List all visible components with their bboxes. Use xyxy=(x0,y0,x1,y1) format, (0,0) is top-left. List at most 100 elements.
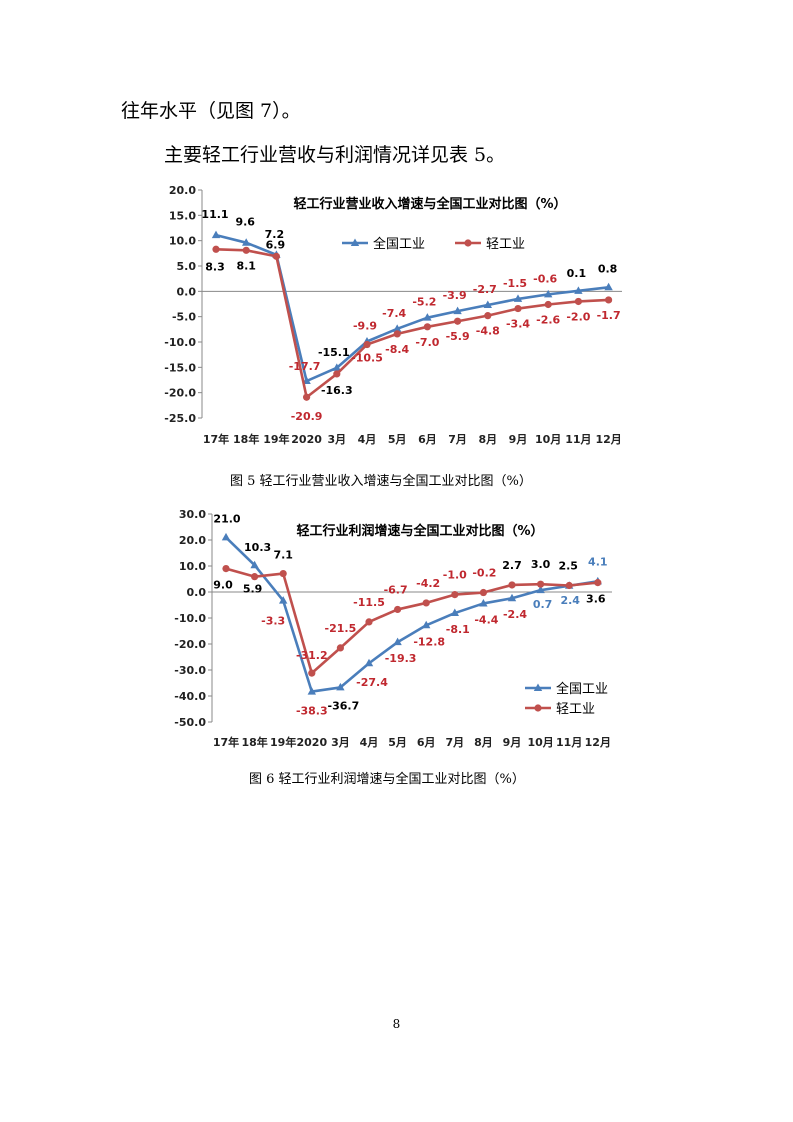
data-point xyxy=(544,289,553,298)
data-point xyxy=(242,238,251,246)
data-point xyxy=(508,581,516,589)
y-tick-label: -30.0 xyxy=(174,664,206,677)
y-tick-label: -50.0 xyxy=(174,716,206,729)
x-tick-label: 18年 xyxy=(233,432,259,446)
data-label: -5.2 xyxy=(412,296,436,309)
data-label: -4.4 xyxy=(474,613,498,626)
x-tick-label: 12月 xyxy=(595,433,621,446)
x-tick-label: 12月 xyxy=(585,736,611,749)
data-label: 21.0 xyxy=(213,512,240,525)
data-label: -15.1 xyxy=(318,346,350,359)
x-tick-label: 11月 xyxy=(556,736,582,749)
data-point xyxy=(336,644,344,652)
x-tick-label: 10月 xyxy=(527,736,553,749)
x-tick-label: 19年 xyxy=(270,735,296,749)
data-point xyxy=(514,304,522,313)
data-label: 10.3 xyxy=(244,541,271,554)
data-label: -2.0 xyxy=(566,310,590,323)
legend-marker xyxy=(534,704,542,712)
figure-6-caption: 图 6 轻工行业利润增速与全国工业对比图（%） xyxy=(249,772,525,787)
data-point xyxy=(423,323,431,331)
data-point xyxy=(333,370,341,378)
data-label: 9.0 xyxy=(213,579,233,592)
y-tick-label: -15.0 xyxy=(164,361,196,374)
data-point xyxy=(513,294,523,302)
data-point xyxy=(507,593,517,602)
x-tick-label: 2020 xyxy=(291,433,322,446)
data-point xyxy=(336,682,345,691)
x-tick-label: 7月 xyxy=(448,433,467,446)
data-point xyxy=(454,317,462,325)
data-point xyxy=(479,588,487,597)
data-point xyxy=(363,340,371,349)
data-point xyxy=(453,306,462,315)
x-tick-label: 5月 xyxy=(388,433,407,446)
data-label: -1.5 xyxy=(503,277,527,290)
data-label: 8.3 xyxy=(205,260,225,273)
data-point xyxy=(211,230,221,239)
chart-title: 轻工行业营业收入增速与全国工业对比图（%） xyxy=(293,196,566,212)
data-label: -3.3 xyxy=(261,615,285,628)
x-tick-label: 11月 xyxy=(565,433,591,446)
series-line-light xyxy=(225,567,598,675)
series-line-light xyxy=(215,247,609,399)
figure-5-caption: 图 5 轻工行业营业收入增速与全国工业对比图（%） xyxy=(230,474,532,489)
data-label: -10.5 xyxy=(351,352,383,365)
x-tick-label: 6月 xyxy=(417,736,436,749)
page-number: 8 xyxy=(392,1017,401,1031)
x-tick-label: 18年 xyxy=(241,735,267,749)
data-label: -27.4 xyxy=(356,676,388,689)
x-tick-label: 8月 xyxy=(474,736,493,749)
legend-label: 全国工业 xyxy=(373,236,425,252)
x-tick-label: 17年 xyxy=(213,735,239,749)
data-label: -5.9 xyxy=(446,330,470,343)
y-tick-label: 10.0 xyxy=(179,560,206,573)
data-label: 0.7 xyxy=(533,598,553,611)
data-label: -4.2 xyxy=(416,577,440,590)
data-label: -1.7 xyxy=(597,309,621,322)
paragraph-line-2: 主要轻工行业营收与利润情况详见表 5。 xyxy=(164,144,506,166)
y-tick-label: 15.0 xyxy=(169,209,196,222)
paragraph-line-1: 往年水平（见图 7）。 xyxy=(121,100,301,122)
data-label: -20.9 xyxy=(291,410,323,423)
y-tick-label: -10.0 xyxy=(164,336,196,349)
data-label: -21.5 xyxy=(325,622,357,635)
y-tick-label: 10.0 xyxy=(169,235,196,248)
data-point xyxy=(393,324,402,332)
x-tick-label: 3月 xyxy=(331,736,350,749)
x-tick-label: 2020 xyxy=(296,736,327,749)
data-point xyxy=(450,608,459,617)
data-label: 2.7 xyxy=(502,559,522,572)
y-tick-label: -5.0 xyxy=(172,311,196,324)
y-tick-label: -40.0 xyxy=(174,690,206,703)
data-label: 8.1 xyxy=(236,259,256,272)
data-point xyxy=(393,330,401,338)
data-point xyxy=(451,591,459,599)
x-tick-label: 10月 xyxy=(535,433,561,446)
legend-label: 全国工业 xyxy=(556,681,608,697)
y-tick-label: -20.0 xyxy=(174,638,206,651)
data-label: -3.9 xyxy=(443,289,467,302)
data-label: -4.8 xyxy=(476,325,500,338)
data-point xyxy=(242,246,250,254)
data-point xyxy=(365,618,373,626)
x-tick-label: 9月 xyxy=(509,433,528,446)
x-tick-label: 19年 xyxy=(263,432,289,446)
y-tick-label: 5.0 xyxy=(177,260,197,273)
data-label: -8.4 xyxy=(385,343,409,356)
y-tick-label: -20.0 xyxy=(164,387,196,400)
x-tick-label: 9月 xyxy=(503,736,522,749)
data-label: -31.2 xyxy=(296,649,328,662)
data-point xyxy=(332,363,341,371)
x-tick-label: 6月 xyxy=(418,433,437,446)
data-point xyxy=(222,565,230,573)
data-label: 0.8 xyxy=(598,262,618,275)
data-label: -1.0 xyxy=(443,569,467,582)
legend-label: 轻工业 xyxy=(556,702,595,717)
data-label: 11.1 xyxy=(201,208,228,221)
data-label: -17.7 xyxy=(289,360,321,373)
y-tick-label: -25.0 xyxy=(164,412,196,425)
y-tick-label: 20.0 xyxy=(169,184,196,197)
data-label: -38.3 xyxy=(296,705,328,718)
data-label: -11.5 xyxy=(353,596,385,609)
